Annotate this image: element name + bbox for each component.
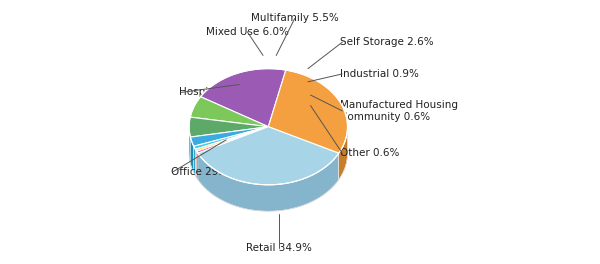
Polygon shape: [339, 127, 347, 180]
Polygon shape: [196, 149, 197, 178]
Polygon shape: [194, 127, 268, 149]
Polygon shape: [198, 127, 339, 185]
Text: Mixed Use 6.0%: Mixed Use 6.0%: [206, 27, 289, 37]
Polygon shape: [197, 127, 268, 153]
Polygon shape: [194, 146, 196, 176]
Polygon shape: [190, 137, 194, 173]
Text: Manufactured Housing
Community 0.6%: Manufactured Housing Community 0.6%: [340, 100, 458, 122]
Text: Office 29.0%: Office 29.0%: [170, 167, 238, 177]
Polygon shape: [190, 97, 268, 127]
Text: Retail 34.9%: Retail 34.9%: [246, 243, 312, 253]
Text: Multifamily 5.5%: Multifamily 5.5%: [251, 13, 338, 23]
Polygon shape: [189, 117, 268, 137]
Polygon shape: [190, 127, 268, 146]
Polygon shape: [196, 127, 268, 151]
Text: Hospitality 19.9%: Hospitality 19.9%: [179, 87, 271, 97]
Polygon shape: [198, 153, 339, 211]
Polygon shape: [200, 69, 286, 127]
Text: Other 0.6%: Other 0.6%: [340, 148, 399, 158]
Polygon shape: [197, 151, 198, 180]
Polygon shape: [268, 70, 347, 153]
Polygon shape: [189, 127, 190, 163]
Text: Industrial 0.9%: Industrial 0.9%: [340, 69, 418, 79]
Text: Self Storage 2.6%: Self Storage 2.6%: [340, 37, 433, 47]
